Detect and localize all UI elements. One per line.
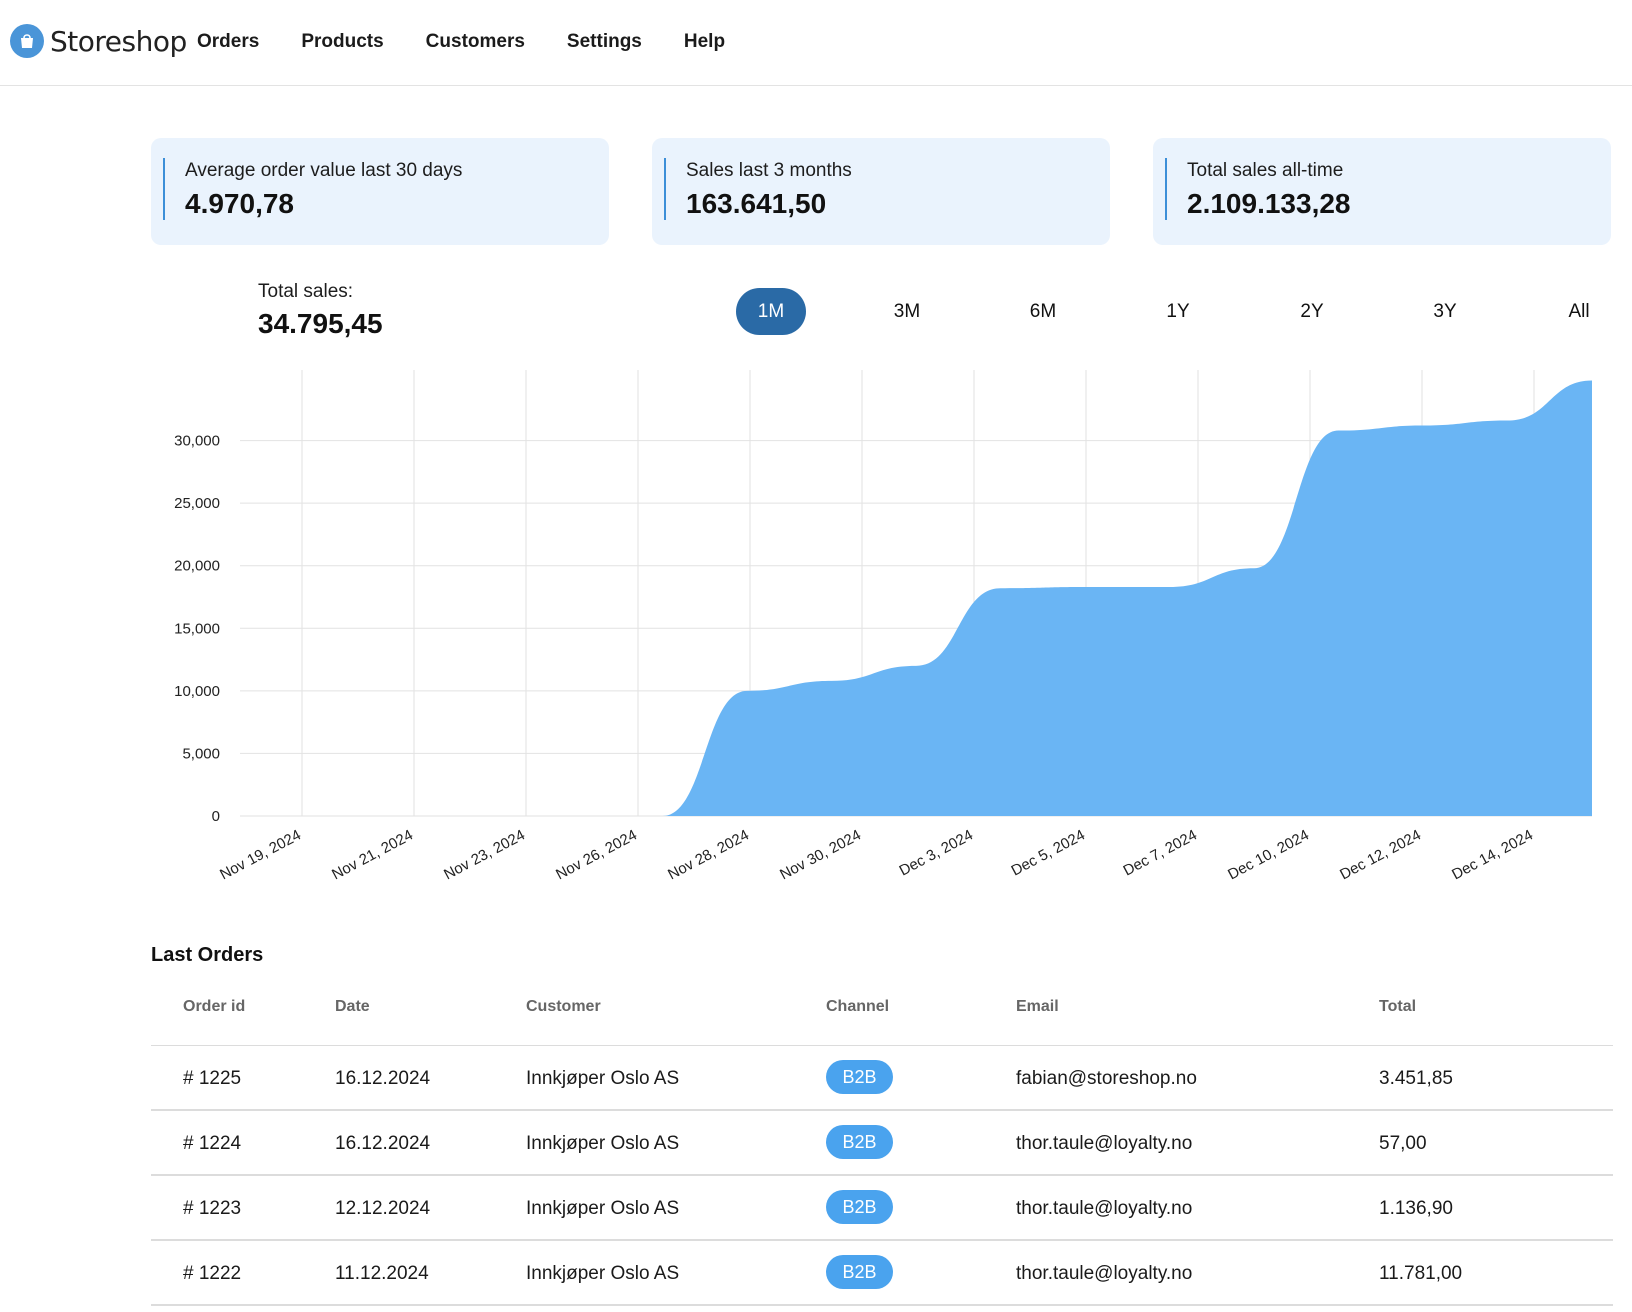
kpi-label: Average order value last 30 days (185, 160, 463, 181)
y-tick-label: 20,000 (174, 558, 220, 575)
order-total: 3.451,85 (1379, 1068, 1453, 1089)
x-tick-label: Nov 19, 2024 (217, 827, 304, 884)
table-row[interactable]: # 1224 16.12.2024 Innkjøper Oslo AS B2B … (151, 1111, 1613, 1176)
x-tick-label: Nov 26, 2024 (553, 827, 640, 884)
range-button-3y[interactable]: 3Y (1433, 300, 1457, 322)
range-button-all[interactable]: All (1568, 300, 1590, 322)
sales-area (240, 380, 1592, 816)
order-date: 16.12.2024 (335, 1068, 431, 1089)
order-customer: Innkjøper Oslo AS (526, 1263, 680, 1284)
channel-badge: B2B (826, 1255, 893, 1289)
kpi-value: 2.109.133,28 (1187, 188, 1351, 219)
order-id: # 1222 (183, 1263, 242, 1284)
y-tick-label: 0 (212, 808, 220, 825)
kpi-accent-bar (163, 158, 165, 220)
range-button-1y[interactable]: 1Y (1166, 300, 1190, 322)
table-row[interactable]: # 1223 12.12.2024 Innkjøper Oslo AS B2B … (151, 1176, 1613, 1241)
column-header-customer: Customer (526, 998, 601, 1015)
x-tick-label: Nov 30, 2024 (777, 827, 864, 884)
table-row[interactable]: # 1225 16.12.2024 Innkjøper Oslo AS B2B … (151, 1046, 1613, 1111)
channel-badge: B2B (826, 1125, 893, 1159)
last-orders-title: Last Orders (151, 944, 264, 966)
kpi-value: 4.970,78 (185, 188, 294, 219)
x-tick-label: Nov 28, 2024 (665, 827, 752, 884)
total-sales-value: 34.795,45 (258, 308, 383, 339)
nav-item-settings[interactable]: Settings (566, 31, 642, 52)
x-tick-label: Dec 5, 2024 (1008, 827, 1087, 880)
range-button-6m[interactable]: 6M (1029, 300, 1057, 322)
y-tick-label: 10,000 (174, 683, 220, 700)
kpi-card-total-all-time: Total sales all-time 2.109.133,28 (1153, 138, 1611, 245)
nav-item-help[interactable]: Help (683, 31, 726, 52)
column-header-email: Email (1016, 998, 1059, 1015)
y-tick-label: 30,000 (174, 433, 220, 450)
x-tick-label: Dec 12, 2024 (1337, 827, 1424, 884)
shopping-bag-icon (10, 24, 44, 58)
kpi-label: Sales last 3 months (686, 160, 852, 181)
range-button-1m[interactable]: 1M (736, 288, 806, 335)
order-email: thor.taule@loyalty.no (1016, 1198, 1193, 1219)
channel-badge: B2B (826, 1190, 893, 1224)
x-tick-label: Dec 3, 2024 (896, 827, 975, 880)
range-button-3m[interactable]: 3M (893, 300, 921, 322)
sales-area-chart: 0 5,000 10,000 15,000 20,000 25,000 30,000 Nov … (174, 370, 1592, 884)
x-tick-label: Dec 14, 2024 (1449, 827, 1536, 884)
table-header: Order id Date Customer Channel Email Tot… (151, 976, 1613, 1046)
top-navbar: Storeshop Orders Products Customers Sett… (0, 0, 1632, 86)
order-email: fabian@storeshop.no (1016, 1068, 1197, 1089)
order-id: # 1224 (183, 1133, 242, 1154)
nav-item-orders[interactable]: Orders (197, 31, 260, 52)
nav-item-products[interactable]: Products (301, 31, 384, 52)
order-date: 11.12.2024 (335, 1263, 429, 1284)
kpi-card-sales-3-months: Sales last 3 months 163.641,50 (652, 138, 1110, 245)
column-header-channel: Channel (826, 998, 890, 1015)
kpi-value: 163.641,50 (686, 188, 827, 219)
x-tick-label: Nov 21, 2024 (329, 827, 416, 884)
order-date: 12.12.2024 (335, 1198, 431, 1219)
column-header-date: Date (335, 998, 370, 1015)
order-total: 1.136,90 (1379, 1198, 1453, 1219)
x-tick-label: Nov 23, 2024 (441, 827, 528, 884)
kpi-accent-bar (664, 158, 666, 220)
order-date: 16.12.2024 (335, 1133, 431, 1154)
order-id: # 1225 (183, 1068, 242, 1089)
range-button-2y[interactable]: 2Y (1300, 300, 1324, 322)
order-customer: Innkjøper Oslo AS (526, 1198, 680, 1219)
y-tick-label: 25,000 (174, 495, 220, 512)
channel-badge: B2B (826, 1060, 893, 1094)
order-customer: Innkjøper Oslo AS (526, 1068, 680, 1089)
order-total: 11.781,00 (1379, 1263, 1463, 1284)
nav-item-customers[interactable]: Customers (425, 31, 525, 52)
x-tick-label: Dec 7, 2024 (1120, 827, 1199, 880)
x-tick-label: Dec 10, 2024 (1225, 827, 1312, 884)
order-total: 57,00 (1379, 1133, 1427, 1154)
brand-logo[interactable]: Storeshop (10, 23, 187, 59)
main-nav: Orders Products Customers Settings Help (176, 0, 746, 84)
y-tick-label: 5,000 (182, 745, 220, 762)
order-customer: Innkjøper Oslo AS (526, 1133, 680, 1154)
y-tick-label: 15,000 (174, 620, 220, 637)
kpi-label: Total sales all-time (1187, 160, 1344, 181)
order-email: thor.taule@loyalty.no (1016, 1263, 1193, 1284)
brand-name: Storeshop (50, 24, 187, 58)
total-sales-label: Total sales: (258, 281, 354, 302)
column-header-total: Total (1379, 998, 1417, 1015)
order-id: # 1223 (183, 1198, 242, 1219)
column-header-order-id: Order id (183, 998, 246, 1015)
order-email: thor.taule@loyalty.no (1016, 1133, 1193, 1154)
kpi-card-avg-order: Average order value last 30 days 4.970,7… (151, 138, 609, 245)
orders-table: Order id Date Customer Channel Email Tot… (151, 976, 1613, 1306)
kpi-accent-bar (1165, 158, 1167, 220)
table-row[interactable]: # 1222 11.12.2024 Innkjøper Oslo AS B2B … (151, 1241, 1613, 1306)
